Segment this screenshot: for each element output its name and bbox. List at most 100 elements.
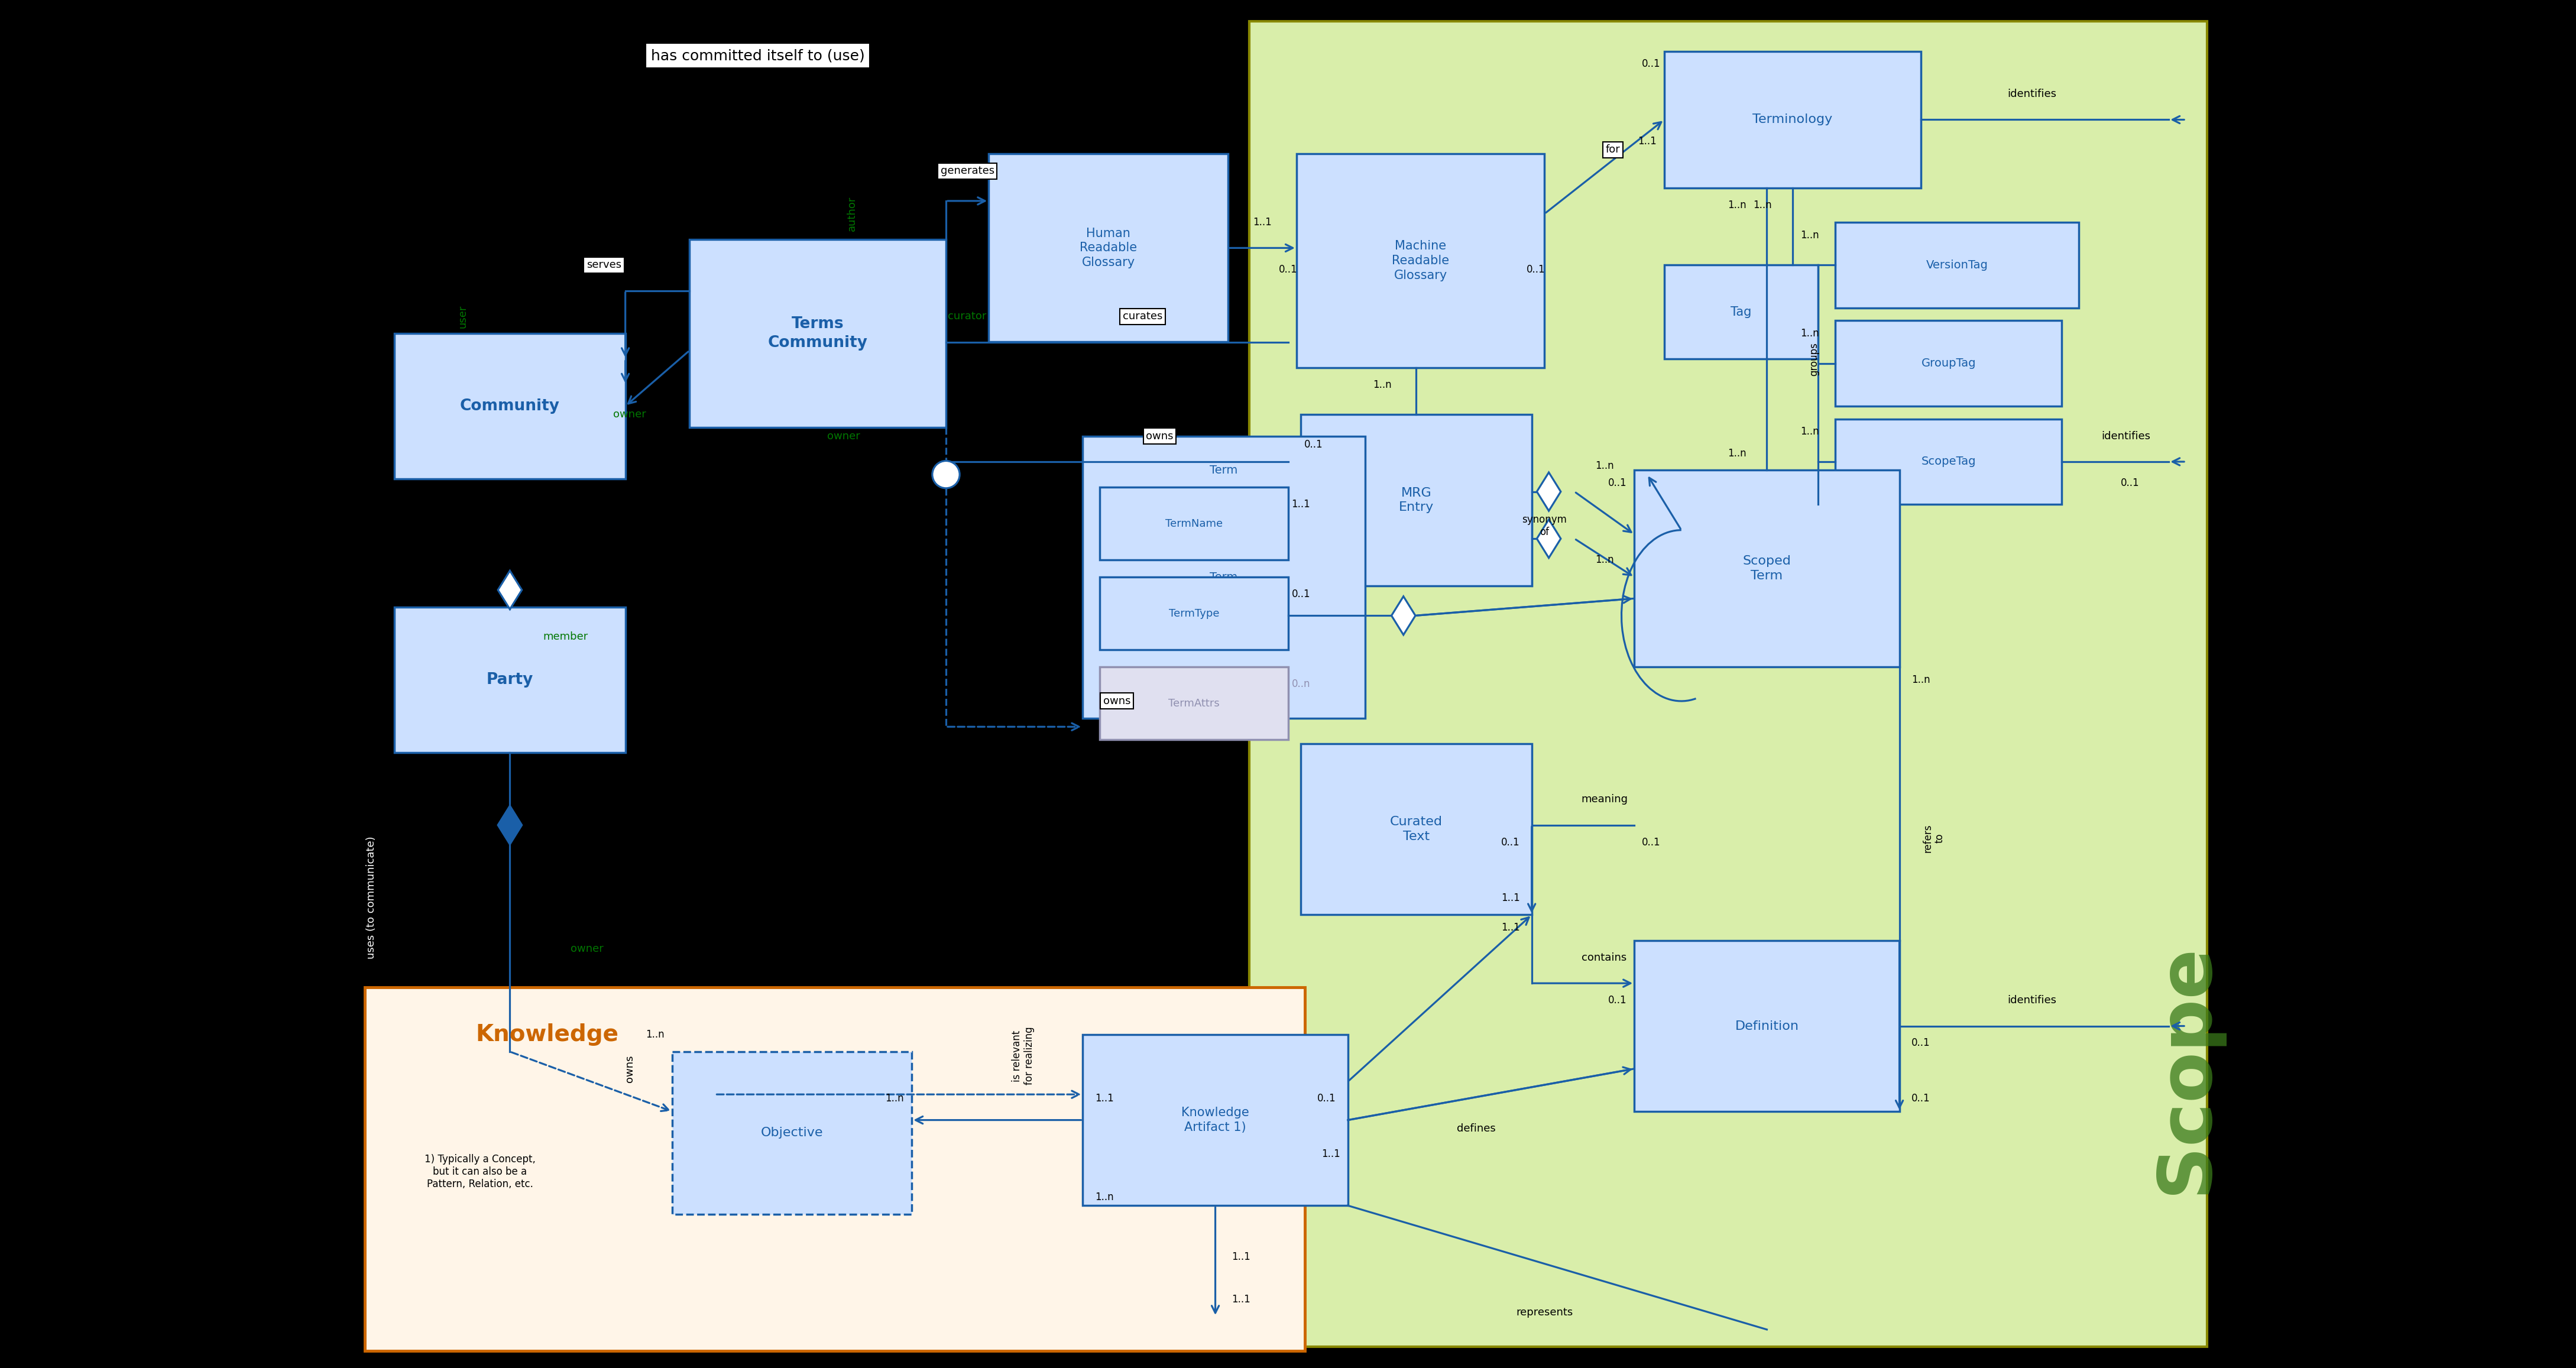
- Text: ScopeTag: ScopeTag: [1922, 456, 1976, 468]
- Text: Community: Community: [461, 398, 559, 413]
- Bar: [672, 1052, 912, 1215]
- Text: Scoped
Term: Scoped Term: [1741, 555, 1790, 581]
- Text: Machine
Readable
Glossary: Machine Readable Glossary: [1391, 241, 1450, 282]
- Bar: [1100, 577, 1288, 650]
- Text: is relevant
for realizing: is relevant for realizing: [1012, 1027, 1036, 1085]
- Text: 0..1: 0..1: [1607, 995, 1625, 1005]
- Text: TermAttrs: TermAttrs: [1170, 698, 1218, 709]
- Text: TermName: TermName: [1164, 518, 1224, 529]
- Text: 0..1: 0..1: [1502, 837, 1520, 848]
- Text: owner: owner: [613, 409, 647, 420]
- Text: 0..1: 0..1: [1641, 59, 1662, 70]
- Bar: [1100, 487, 1288, 560]
- Text: Party: Party: [487, 672, 533, 687]
- Text: refers
to: refers to: [1922, 824, 1945, 852]
- Text: 1..n: 1..n: [1801, 427, 1819, 438]
- Text: curator: curator: [948, 311, 987, 321]
- Text: 1..n: 1..n: [1728, 200, 1747, 211]
- Text: member: member: [544, 632, 587, 643]
- Text: VersionTag: VersionTag: [1927, 260, 1989, 271]
- Text: 0..1: 0..1: [1303, 439, 1324, 450]
- Bar: [989, 153, 1229, 342]
- Bar: [1834, 320, 2061, 406]
- Text: owner: owner: [569, 944, 603, 955]
- Text: 1..1: 1..1: [1252, 218, 1273, 227]
- Text: 1..n: 1..n: [1911, 674, 1929, 685]
- Text: curates: curates: [1123, 311, 1162, 321]
- Bar: [1633, 471, 1899, 668]
- Bar: [1834, 222, 2079, 308]
- Bar: [690, 239, 945, 427]
- Text: Tag: Tag: [1731, 306, 1752, 317]
- Text: serves: serves: [587, 260, 621, 271]
- Text: 0..1: 0..1: [1278, 264, 1298, 275]
- Text: 1..1: 1..1: [1638, 135, 1656, 146]
- Text: synonym
of: synonym of: [1522, 514, 1566, 538]
- Text: generates: generates: [940, 166, 994, 176]
- Text: 0..1: 0..1: [1911, 1093, 1929, 1104]
- Text: author: author: [848, 196, 858, 231]
- Bar: [1296, 153, 1546, 368]
- Text: has committed itself to (use): has committed itself to (use): [652, 48, 866, 63]
- Circle shape: [933, 461, 961, 488]
- Polygon shape: [497, 570, 523, 609]
- Polygon shape: [1538, 520, 1561, 558]
- Text: 0..1: 0..1: [1911, 1038, 1929, 1048]
- Text: 1..n: 1..n: [1728, 447, 1747, 458]
- Text: Terminology: Terminology: [1752, 114, 1832, 126]
- Text: Knowledge: Knowledge: [477, 1023, 618, 1045]
- Text: 1..1: 1..1: [1321, 1149, 1340, 1160]
- Bar: [1082, 436, 1365, 718]
- Text: 1..1: 1..1: [1291, 499, 1311, 510]
- Text: 1..n: 1..n: [1595, 461, 1613, 472]
- Text: 1..n: 1..n: [1373, 379, 1391, 390]
- Text: 0..1: 0..1: [1607, 477, 1625, 488]
- Text: 0..n: 0..n: [1291, 679, 1311, 689]
- Text: 0..1: 0..1: [1641, 837, 1662, 848]
- Text: represents: represents: [1517, 1306, 1574, 1317]
- Bar: [366, 988, 1306, 1352]
- Bar: [1082, 1034, 1347, 1205]
- Text: Objective: Objective: [760, 1127, 824, 1138]
- Text: Term: Term: [1211, 572, 1239, 583]
- Text: 1..n: 1..n: [1754, 200, 1772, 211]
- Text: 1..n: 1..n: [1095, 1192, 1113, 1202]
- Text: owns: owns: [623, 1055, 634, 1082]
- Text: 1..1: 1..1: [1502, 892, 1520, 903]
- Bar: [1633, 941, 1899, 1111]
- Text: identifies: identifies: [2007, 89, 2056, 100]
- Bar: [394, 334, 626, 479]
- Text: 1..n: 1..n: [1595, 554, 1613, 565]
- Bar: [1301, 744, 1533, 915]
- Bar: [1100, 668, 1288, 740]
- Text: identifies: identifies: [2102, 431, 2151, 442]
- Text: 1..1: 1..1: [1095, 1093, 1113, 1104]
- Text: owns: owns: [1103, 696, 1131, 706]
- Text: defines: defines: [1455, 1123, 1497, 1134]
- Bar: [1664, 51, 1922, 189]
- Bar: [1834, 419, 2061, 505]
- Text: 0..1: 0..1: [1528, 264, 1546, 275]
- Text: user: user: [459, 305, 469, 328]
- Text: 1..1: 1..1: [1502, 922, 1520, 933]
- Text: 1..n: 1..n: [886, 1093, 904, 1104]
- Text: 1..1: 1..1: [1231, 1252, 1249, 1263]
- Text: 1..n: 1..n: [1801, 230, 1819, 241]
- Text: OWNS: OWNS: [902, 599, 912, 632]
- Text: groups: groups: [1808, 342, 1819, 376]
- Text: for: for: [1605, 144, 1620, 155]
- Text: uses (to communicate): uses (to communicate): [366, 836, 376, 959]
- Text: TermType: TermType: [1170, 609, 1218, 618]
- Text: 0..1: 0..1: [2120, 477, 2141, 488]
- Text: GroupTag: GroupTag: [1922, 358, 1976, 369]
- Text: Human
Readable
Glossary: Human Readable Glossary: [1079, 227, 1136, 268]
- Text: identifies: identifies: [2007, 995, 2056, 1005]
- Bar: [1301, 415, 1533, 586]
- Text: owns: owns: [1146, 431, 1175, 442]
- Bar: [1664, 265, 1819, 360]
- Polygon shape: [497, 806, 523, 844]
- Polygon shape: [1538, 472, 1561, 510]
- Text: Knowledge
Artifact 1): Knowledge Artifact 1): [1182, 1107, 1249, 1133]
- Bar: [394, 607, 626, 752]
- Text: 0..1: 0..1: [1316, 1093, 1337, 1104]
